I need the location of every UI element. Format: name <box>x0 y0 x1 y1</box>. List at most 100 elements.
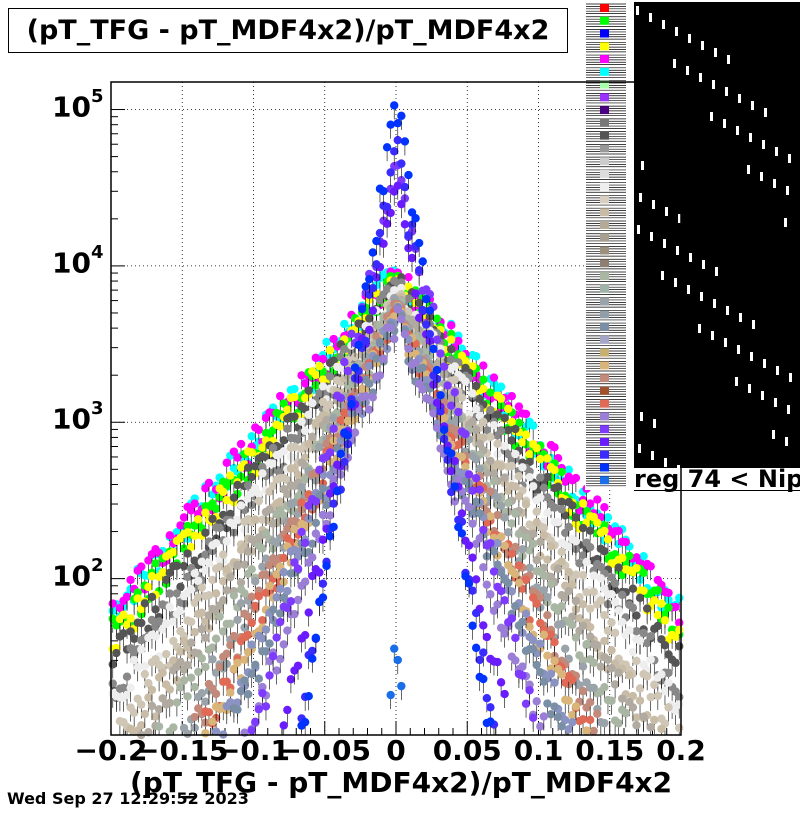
data-point <box>610 579 620 588</box>
data-point <box>507 461 516 471</box>
data-point <box>154 705 164 714</box>
data-point <box>226 572 235 582</box>
data-point <box>137 618 146 628</box>
data-point <box>561 593 570 602</box>
data-point <box>593 641 602 650</box>
data-point <box>122 690 132 700</box>
data-point <box>311 353 321 362</box>
data-point <box>233 698 242 707</box>
data-point <box>258 443 267 452</box>
data-point <box>471 497 481 506</box>
data-point <box>660 616 670 625</box>
data-point <box>219 577 228 586</box>
data-point <box>525 563 534 573</box>
data-point <box>432 314 442 323</box>
data-point <box>493 510 502 520</box>
data-point <box>247 565 256 574</box>
data-point <box>500 513 509 522</box>
data-point <box>258 469 267 478</box>
data-point <box>486 590 495 599</box>
data-point <box>489 373 499 382</box>
data-point <box>589 587 598 596</box>
data-point <box>169 617 178 626</box>
data-point <box>226 688 235 697</box>
data-point <box>233 453 242 462</box>
data-point <box>536 593 545 602</box>
data-point <box>201 633 210 643</box>
data-point <box>507 417 516 427</box>
data-point <box>297 498 306 507</box>
data-point <box>518 463 527 472</box>
data-point <box>268 605 278 614</box>
data-point <box>479 417 488 426</box>
data-point <box>585 543 595 552</box>
data-point <box>518 437 527 447</box>
data-point <box>557 557 566 566</box>
data-point <box>365 379 374 389</box>
data-point <box>557 670 566 679</box>
data-point <box>261 625 271 634</box>
data-point <box>144 556 153 565</box>
data-point <box>194 593 203 602</box>
data-point <box>325 400 335 409</box>
data-point <box>564 725 573 734</box>
data-point <box>236 501 246 510</box>
data-point <box>575 559 584 568</box>
data-point <box>133 588 142 597</box>
data-point <box>393 305 402 314</box>
data-point <box>365 314 374 323</box>
data-point <box>618 590 627 600</box>
data-point <box>240 589 249 598</box>
data-point <box>610 680 620 689</box>
data-point <box>496 462 506 471</box>
data-point <box>233 560 242 570</box>
data-point <box>610 598 620 607</box>
data-point <box>183 572 192 582</box>
data-point <box>276 609 285 618</box>
data-point <box>276 617 285 627</box>
data-point <box>635 696 645 705</box>
data-point <box>500 629 509 638</box>
data-point <box>675 723 684 733</box>
data-point <box>165 531 174 540</box>
data-point <box>208 655 217 664</box>
data-point <box>229 493 239 502</box>
data-point <box>536 493 545 502</box>
data-point <box>550 656 559 666</box>
data-point <box>596 596 606 605</box>
data-point <box>657 599 666 608</box>
data-point <box>528 529 538 538</box>
data-point <box>418 363 427 372</box>
data-point <box>596 562 606 572</box>
data-point <box>318 484 328 493</box>
data-point <box>112 648 121 658</box>
data-point <box>632 656 641 666</box>
data-point <box>600 718 609 728</box>
data-point <box>642 604 652 613</box>
data-point <box>290 442 299 452</box>
data-point <box>411 358 420 367</box>
data-point <box>603 626 613 635</box>
data-point <box>254 592 264 601</box>
data-point <box>514 418 524 428</box>
data-point <box>208 575 217 585</box>
data-point <box>546 579 556 589</box>
data-point <box>528 482 538 491</box>
data-point <box>261 529 271 538</box>
data-point <box>261 647 271 656</box>
data-point <box>557 497 566 507</box>
data-point <box>518 617 527 627</box>
data-point <box>539 571 549 580</box>
data-point <box>162 649 171 659</box>
data-point <box>300 475 310 484</box>
data-point <box>169 656 178 665</box>
data-point <box>521 430 531 439</box>
data-point <box>122 592 132 602</box>
data-point <box>557 619 566 629</box>
data-point <box>325 511 335 520</box>
data-point <box>222 586 231 595</box>
data-point <box>632 721 641 730</box>
data-point <box>283 603 292 613</box>
data-point <box>126 683 135 693</box>
data-point <box>664 703 673 712</box>
